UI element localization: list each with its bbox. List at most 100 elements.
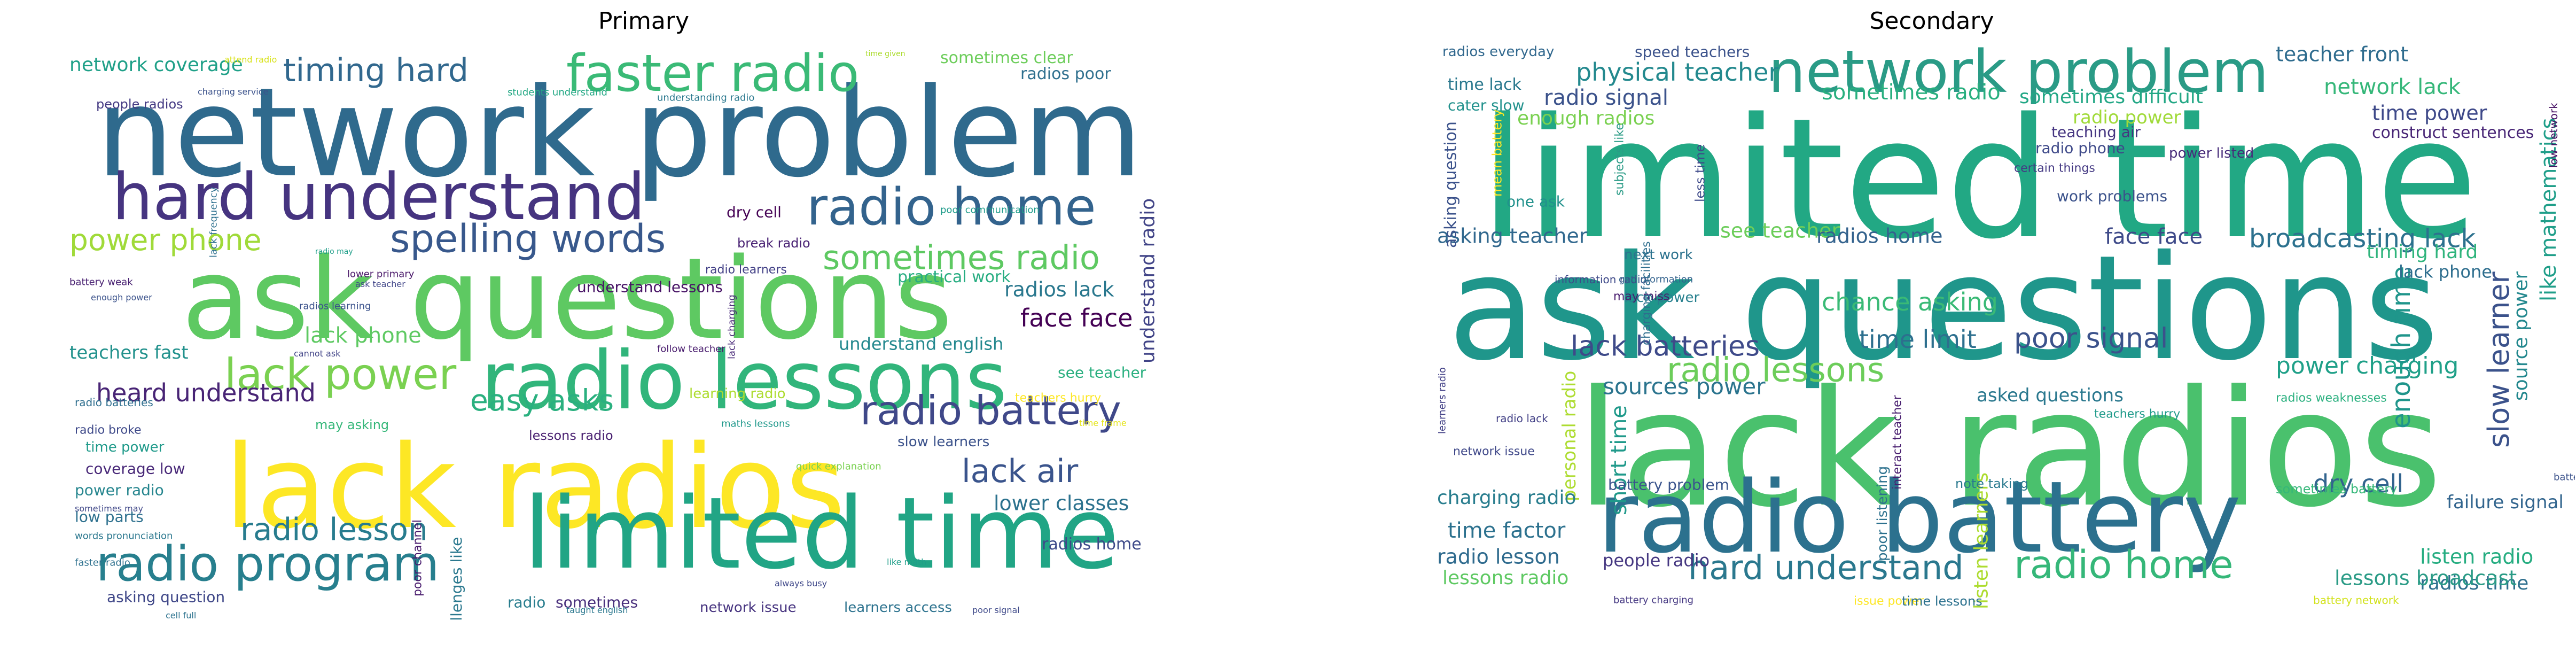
primary-word-cloud: network problem ask questions lack radios l… [64, 45, 1202, 622]
cloud-word: may asking [315, 417, 389, 432]
cloud-word: poor listening [1875, 466, 1891, 561]
cloud-word: timing hard [283, 52, 469, 89]
cloud-word: radio broke [75, 424, 142, 437]
cloud-word: next work [1624, 247, 1693, 263]
cloud-word: time frame [1079, 418, 1127, 428]
cloud-word: radios time [2420, 572, 2528, 594]
cloud-word: see teacher [1720, 219, 1840, 242]
cloud-word: radio home [807, 178, 1096, 237]
cloud-word: personal radio [1559, 371, 1580, 501]
cloud-word: sometimes radio [1822, 80, 2001, 105]
cloud-word: lessons radio [1442, 567, 1568, 589]
cloud-word: teachers hurry [2094, 408, 2180, 421]
panel-title-primary: Primary [598, 7, 690, 35]
cloud-word: radio lesson [240, 511, 428, 547]
cloud-word: understand english [839, 334, 1003, 354]
cloud-word: lack air [962, 453, 1079, 490]
cloud-word: radios weaknesses [2276, 392, 2387, 405]
cloud-word: lessons radio [529, 428, 613, 443]
cloud-word: listen learners [1971, 472, 1993, 609]
cloud-word: radio lesson [1437, 545, 1560, 568]
cloud-word: quick explanation [796, 461, 881, 472]
cloud-word: sometimes battery [2276, 482, 2397, 497]
cloud-word: sometimes may [75, 503, 143, 514]
cloud-word: lack phone [305, 323, 421, 348]
cloud-word: lower primary [347, 268, 415, 280]
cloud-word: sometimes difficult [2019, 86, 2203, 108]
cloud-word: lack radios [224, 420, 845, 554]
cloud-word: lower classes [994, 491, 1129, 515]
cloud-word: time lack [1448, 75, 1522, 94]
cloud-word: battery low [2554, 471, 2575, 483]
cloud-word: radios learning [299, 300, 371, 312]
cloud-word: note taking [1955, 476, 2028, 491]
cloud-word: network coverage [69, 54, 243, 76]
cloud-word: battery weak [69, 276, 133, 288]
cloud-word: lack frequency [208, 187, 219, 258]
cloud-word: network lack [2324, 75, 2461, 99]
cloud-word: lack charging [726, 294, 737, 359]
cloud-word: follow teacher [657, 343, 725, 354]
cloud-word: information radio [1555, 273, 1647, 286]
cloud-word: network issue [1453, 445, 1535, 459]
cloud-word: interact teacher [1891, 394, 1904, 490]
cloud-word: one ask [1506, 192, 1565, 210]
cloud-word: face face [1020, 304, 1133, 332]
cloud-word: like mathematics [2536, 118, 2561, 301]
cloud-word: cell full [166, 610, 196, 621]
cloud-word: radio home [2014, 542, 2233, 587]
cloud-word: faster radio [75, 557, 130, 568]
cloud-word: lack radios [1576, 356, 2442, 542]
cloud-word: sometimes radio [823, 238, 1100, 277]
cloud-word: easy asks [470, 383, 614, 417]
cloud-word: battery charging [1613, 594, 1693, 606]
cloud-word: lack phone [2399, 262, 2492, 282]
cloud-word: radio battery [1597, 460, 2241, 575]
cloud-word: may miss [1613, 290, 1669, 304]
cloud-word: lack batteries [1571, 331, 1760, 363]
cloud-word: taught english [566, 605, 628, 615]
cloud-word: teacher front [2276, 45, 2408, 66]
cloud-word: understand radio [1137, 198, 1159, 363]
secondary-panel: Secondary limited time ask questions lack … [1287, 0, 2576, 667]
cloud-word: people radios [96, 97, 183, 112]
cloud-word: radios home [1042, 535, 1142, 554]
cloud-word: network problem [96, 62, 1143, 205]
cloud-word: radio power [2073, 107, 2181, 128]
cloud-word: poor signal [2014, 323, 2168, 355]
cloud-word: radio batteries [75, 396, 153, 409]
cloud-word: time limit [1859, 325, 1977, 354]
cloud-word: mean battery [1489, 110, 1504, 197]
cloud-word: charging service [198, 87, 268, 97]
cloud-word: heard understand [96, 378, 316, 407]
cloud-word: speed teachers [1635, 45, 1750, 60]
cloud-word: maths lessons [721, 418, 790, 429]
cloud-word: physical teacher [1576, 58, 1778, 87]
cloud-word: learners radio [1437, 367, 1448, 434]
cloud-word: time given [865, 50, 905, 58]
cloud-word: get information [1619, 274, 1693, 285]
cloud-word: radio signal [1544, 86, 1668, 110]
cloud-word: time lessons [1902, 594, 1982, 609]
cloud-word: limited time [524, 476, 1119, 591]
cloud-word: dry cell [727, 203, 782, 221]
cloud-word: poor channel [411, 519, 425, 596]
cloud-word: ask questions [1448, 224, 2439, 392]
cloud-word: hard understand [1688, 548, 1964, 587]
cloud-word: limited time [1480, 83, 2478, 276]
cloud-word: certain things [2014, 162, 2095, 175]
cloud-word: like math [887, 557, 926, 567]
cloud-word: words pronunciation [75, 530, 173, 541]
cloud-word: radios home [1816, 224, 1942, 247]
cloud-word: people radio [1603, 550, 1709, 571]
cloud-word: see teacher [1058, 363, 1146, 381]
cloud-word: work problems [2057, 187, 2167, 205]
cloud-word: short time [1607, 405, 1632, 515]
cloud-word: time factor [1448, 518, 1566, 543]
cloud-word: battery problem [1608, 476, 1729, 493]
cloud-word: poor signal [972, 605, 1020, 615]
cloud-word: teachers hurry [1015, 392, 1101, 405]
cloud-word: understanding radio [657, 92, 754, 103]
cloud-word: radio learners [705, 263, 787, 277]
cloud-word: dry cell [2313, 469, 2403, 498]
